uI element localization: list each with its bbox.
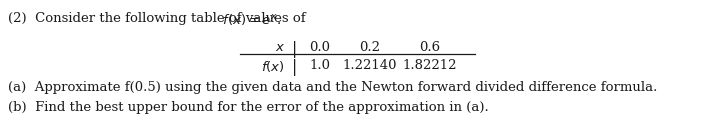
Text: 0.2: 0.2 [360, 41, 380, 54]
Text: (b)  Find the best upper bound for the error of the approximation in (a).: (b) Find the best upper bound for the er… [8, 101, 489, 114]
Text: |: | [292, 41, 297, 58]
Text: $f(x) = e^x$.: $f(x) = e^x$. [8, 12, 282, 27]
Text: 0.6: 0.6 [419, 41, 440, 54]
Text: 1.22140: 1.22140 [343, 59, 397, 72]
Point [471, 53, 479, 55]
Text: $f(x)$: $f(x)$ [261, 59, 285, 74]
Text: $x$: $x$ [274, 41, 285, 54]
Text: (2)  Consider the following table of values of: (2) Consider the following table of valu… [8, 12, 310, 25]
Text: 0.0: 0.0 [310, 41, 331, 54]
Text: 1.82212: 1.82212 [403, 59, 457, 72]
Text: 1.0: 1.0 [310, 59, 331, 72]
Point [235, 53, 244, 55]
Text: (a)  Approximate f(0.5) using the given data and the Newton forward divided diff: (a) Approximate f(0.5) using the given d… [8, 81, 657, 94]
Text: |: | [292, 59, 297, 76]
